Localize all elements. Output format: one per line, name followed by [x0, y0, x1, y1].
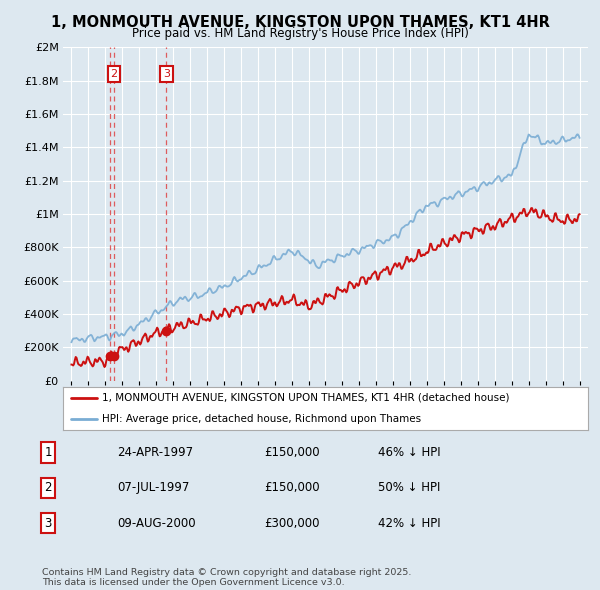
- Text: 24-APR-1997: 24-APR-1997: [117, 446, 193, 459]
- Text: 1, MONMOUTH AVENUE, KINGSTON UPON THAMES, KT1 4HR: 1, MONMOUTH AVENUE, KINGSTON UPON THAMES…: [50, 15, 550, 30]
- Text: £150,000: £150,000: [264, 481, 320, 494]
- Text: 3: 3: [44, 517, 52, 530]
- Text: 07-JUL-1997: 07-JUL-1997: [117, 481, 190, 494]
- Text: 1, MONMOUTH AVENUE, KINGSTON UPON THAMES, KT1 4HR (detached house): 1, MONMOUTH AVENUE, KINGSTON UPON THAMES…: [103, 393, 510, 402]
- Text: Contains HM Land Registry data © Crown copyright and database right 2025.
This d: Contains HM Land Registry data © Crown c…: [42, 568, 412, 587]
- Text: 46% ↓ HPI: 46% ↓ HPI: [378, 446, 440, 459]
- Text: 2: 2: [44, 481, 52, 494]
- Text: £300,000: £300,000: [264, 517, 320, 530]
- Text: 2: 2: [110, 69, 118, 79]
- Text: 09-AUG-2000: 09-AUG-2000: [117, 517, 196, 530]
- Text: Price paid vs. HM Land Registry's House Price Index (HPI): Price paid vs. HM Land Registry's House …: [131, 27, 469, 40]
- Text: 3: 3: [163, 69, 170, 79]
- Text: 1: 1: [44, 446, 52, 459]
- Text: 50% ↓ HPI: 50% ↓ HPI: [378, 481, 440, 494]
- Text: 42% ↓ HPI: 42% ↓ HPI: [378, 517, 440, 530]
- Text: £150,000: £150,000: [264, 446, 320, 459]
- Text: HPI: Average price, detached house, Richmond upon Thames: HPI: Average price, detached house, Rich…: [103, 414, 421, 424]
